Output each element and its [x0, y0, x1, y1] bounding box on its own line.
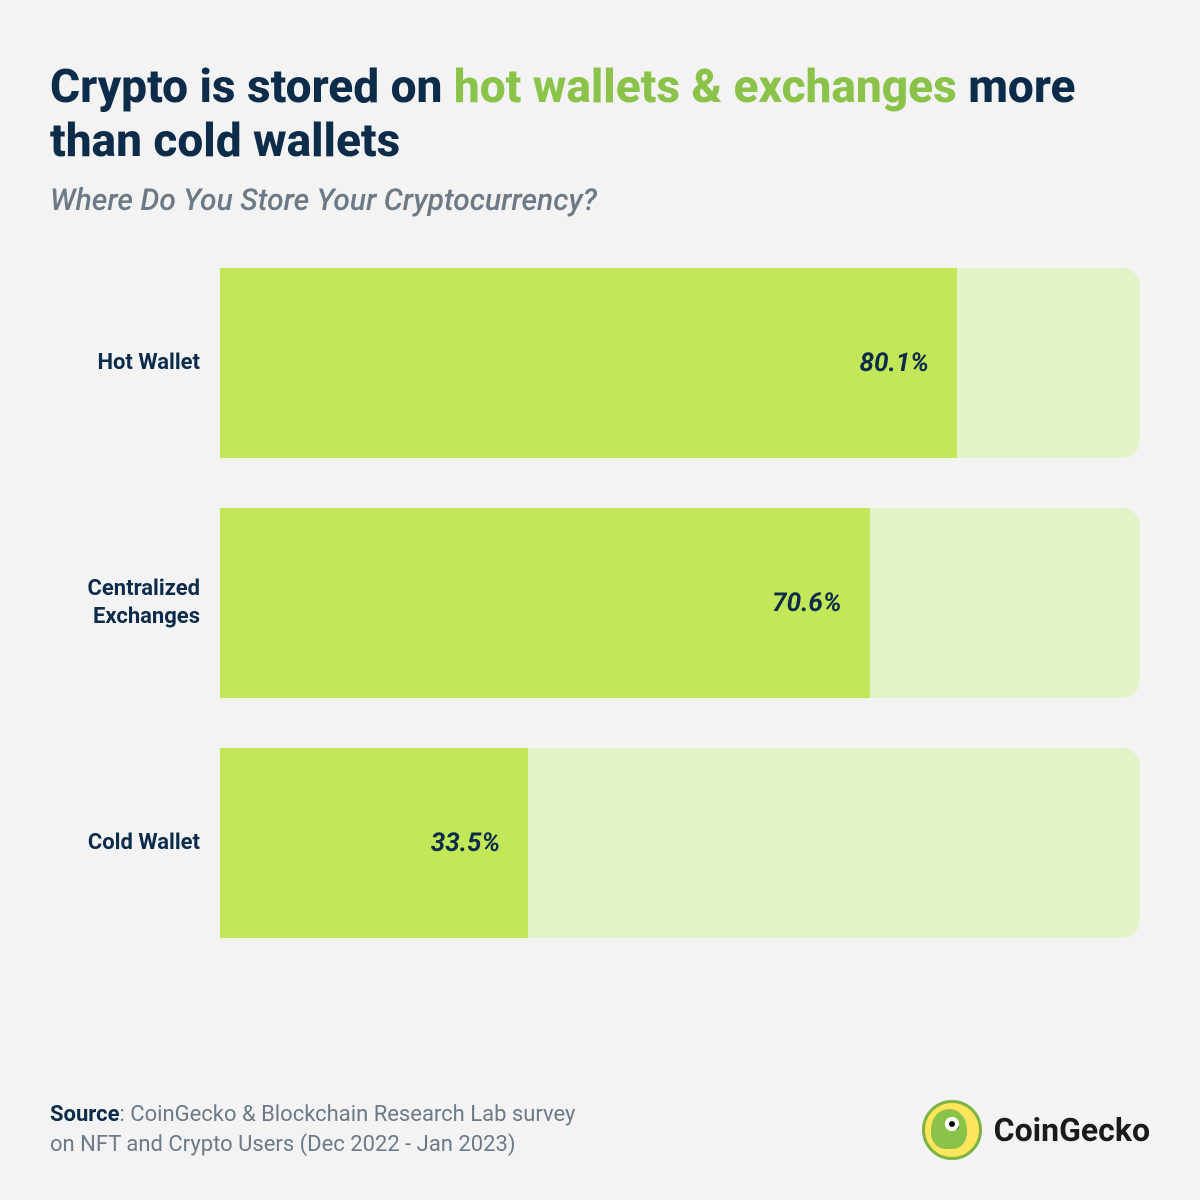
brand: CoinGecko	[922, 1100, 1150, 1160]
bar-track: 33.5%	[220, 748, 1140, 938]
bar-track: 80.1%	[220, 268, 1140, 458]
chart-subtitle: Where Do You Store Your Cryptocurrency?	[50, 183, 1150, 218]
bar-value-label: 70.6%	[772, 588, 841, 618]
bar-fill: 33.5%	[220, 748, 528, 938]
bar-track: 70.6%	[220, 508, 1140, 698]
bar-ylabel: Centralized Exchanges	[50, 575, 220, 630]
bar-chart: Hot Wallet 80.1% Centralized Exchanges 7…	[50, 268, 1150, 1060]
bar-row: Cold Wallet 33.5%	[50, 748, 1140, 938]
bar-value-label: 33.5%	[431, 828, 500, 858]
source-line2: on NFT and Crypto Users (Dec 2022 - Jan …	[50, 1132, 516, 1157]
brand-name: CoinGecko	[994, 1111, 1150, 1149]
source-label: Source	[50, 1102, 119, 1127]
bar-value-label: 80.1%	[860, 348, 929, 378]
source-text: Source: CoinGecko & Blockchain Research …	[50, 1100, 575, 1159]
chart-title: Crypto is stored on hot wallets & exchan…	[50, 60, 1150, 169]
bar-fill: 80.1%	[220, 268, 957, 458]
source-line1: : CoinGecko & Blockchain Research Lab su…	[119, 1102, 575, 1127]
title-pre: Crypto is stored on	[50, 60, 454, 114]
bar-row: Hot Wallet 80.1%	[50, 268, 1140, 458]
bar-fill: 70.6%	[220, 508, 870, 698]
bar-row: Centralized Exchanges 70.6%	[50, 508, 1140, 698]
bar-ylabel: Hot Wallet	[50, 349, 220, 377]
footer: Source: CoinGecko & Blockchain Research …	[50, 1100, 1150, 1160]
bar-ylabel: Cold Wallet	[50, 829, 220, 857]
title-highlight: hot wallets & exchanges	[454, 60, 957, 114]
coingecko-logo-icon	[922, 1100, 982, 1160]
